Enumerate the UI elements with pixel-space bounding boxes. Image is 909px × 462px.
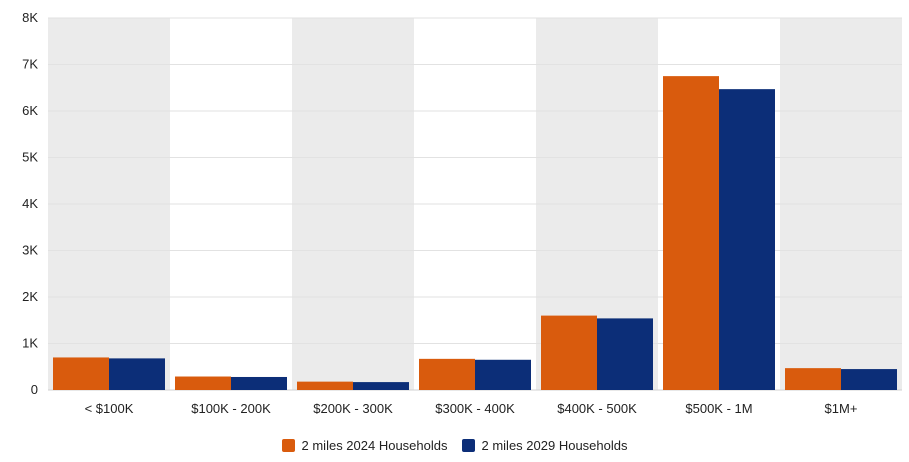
bar-2024[interactable] [663, 76, 719, 390]
bar-2024[interactable] [53, 357, 109, 390]
x-tick-label: $1M+ [825, 401, 858, 416]
y-tick-label: 7K [22, 57, 38, 72]
x-tick-label: $300K - 400K [435, 401, 515, 416]
legend-label-2029: 2 miles 2029 Households [481, 438, 628, 453]
bar-2029[interactable] [841, 369, 897, 390]
bar-2029[interactable] [231, 376, 287, 390]
legend-item-2024[interactable]: 2 miles 2024 Households [281, 438, 448, 453]
y-tick-label: 0 [31, 382, 38, 397]
y-tick-label: 3K [22, 243, 38, 258]
bars-group [53, 76, 897, 391]
y-tick-label: 8K [22, 10, 38, 25]
bar-2029[interactable] [353, 382, 409, 390]
y-tick-label: 2K [22, 289, 38, 304]
legend-swatch-2029 [461, 439, 475, 452]
bar-2024[interactable] [175, 376, 231, 390]
legend-swatch-2024 [281, 439, 295, 452]
y-axis-ticks: 0 1K 2K 3K 4K 5K 6K 7K 8K [22, 10, 38, 397]
legend-label-2024: 2 miles 2024 Households [301, 438, 448, 453]
legend-item-2029[interactable]: 2 miles 2029 Households [461, 438, 628, 453]
x-axis-ticks: < $100K $100K - 200K $200K - 300K $300K - 4… [85, 401, 858, 416]
y-tick-label: 6K [22, 103, 38, 118]
bar-2029[interactable] [475, 359, 531, 390]
bar-2029[interactable] [109, 358, 165, 390]
x-tick-label: < $100K [85, 401, 134, 416]
y-tick-label: 4K [22, 196, 38, 211]
x-tick-label: $500K - 1M [685, 401, 752, 416]
x-tick-label: $100K - 200K [191, 401, 271, 416]
x-tick-label: $200K - 300K [313, 401, 393, 416]
x-tick-label: $400K - 500K [557, 401, 637, 416]
bar-2024[interactable] [297, 381, 353, 390]
bar-2029[interactable] [719, 89, 775, 391]
bar-2024[interactable] [419, 358, 475, 390]
y-tick-label: 1K [22, 336, 38, 351]
bar-2024[interactable] [785, 368, 841, 390]
bar-2029[interactable] [597, 318, 653, 390]
bar-2024[interactable] [541, 315, 597, 390]
y-tick-label: 5K [22, 150, 38, 165]
legend: 2 miles 2024 Households 2 miles 2029 Hou… [0, 438, 909, 453]
